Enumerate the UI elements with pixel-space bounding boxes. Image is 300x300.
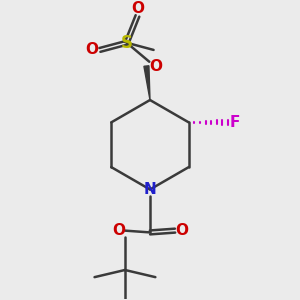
Text: N: N	[144, 182, 156, 197]
Text: F: F	[230, 115, 240, 130]
Text: O: O	[131, 1, 144, 16]
Text: O: O	[175, 223, 188, 238]
Text: O: O	[149, 58, 162, 74]
Polygon shape	[144, 66, 150, 100]
Text: S: S	[121, 34, 133, 52]
Text: O: O	[112, 223, 125, 238]
Text: O: O	[85, 42, 98, 57]
